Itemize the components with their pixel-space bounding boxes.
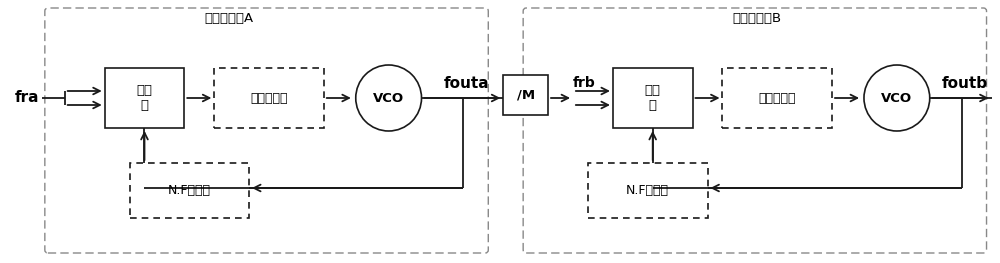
Bar: [105, 68, 184, 128]
Text: 环路滤波器: 环路滤波器: [250, 92, 288, 104]
Text: fouta: fouta: [443, 75, 489, 90]
Bar: [130, 163, 249, 218]
Text: 鉴相
器: 鉴相 器: [645, 84, 661, 112]
Text: N.F分频器: N.F分频器: [168, 185, 211, 198]
Bar: [588, 163, 708, 218]
Bar: [613, 68, 693, 128]
Text: 环路滤波器: 环路滤波器: [759, 92, 796, 104]
Text: N.F分频器: N.F分频器: [626, 185, 669, 198]
Bar: [214, 68, 324, 128]
Text: VCO: VCO: [881, 92, 912, 104]
Text: 小数锁相环B: 小数锁相环B: [733, 12, 782, 24]
Text: fra: fra: [15, 90, 39, 105]
Text: foutb: foutb: [942, 75, 988, 90]
Bar: [722, 68, 832, 128]
Text: VCO: VCO: [373, 92, 404, 104]
Text: /M: /M: [517, 89, 535, 102]
Text: frb: frb: [573, 76, 596, 90]
Text: 鉴相
器: 鉴相 器: [136, 84, 152, 112]
Bar: [503, 75, 548, 115]
Text: 小数锁相环A: 小数锁相环A: [205, 12, 254, 24]
